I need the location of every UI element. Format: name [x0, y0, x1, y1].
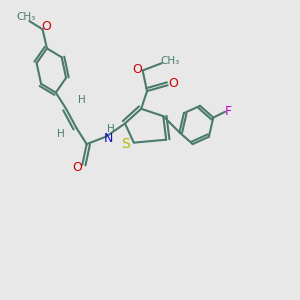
Text: O: O — [132, 62, 142, 76]
Text: CH₃: CH₃ — [17, 12, 36, 22]
Text: N: N — [103, 132, 113, 145]
Text: O: O — [41, 20, 51, 33]
Text: CH₃: CH₃ — [160, 56, 180, 66]
Text: O: O — [72, 160, 82, 174]
Text: H: H — [57, 129, 65, 139]
Text: H: H — [107, 124, 115, 134]
Text: F: F — [224, 105, 232, 118]
Text: H: H — [78, 95, 86, 105]
Text: O: O — [168, 77, 178, 90]
Text: S: S — [121, 137, 130, 151]
